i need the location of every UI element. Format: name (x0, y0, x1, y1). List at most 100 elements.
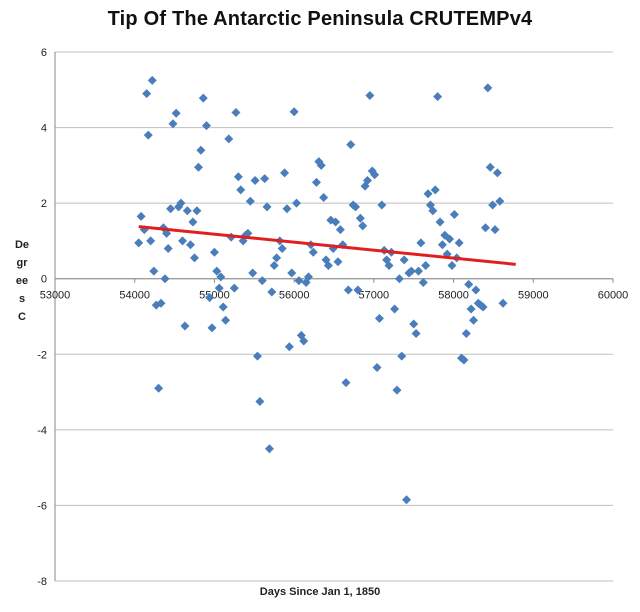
data-point (416, 238, 426, 248)
data-point (370, 170, 380, 180)
data-point (245, 196, 255, 206)
data-point (209, 247, 219, 257)
data-point (162, 228, 172, 238)
data-point (156, 298, 166, 308)
x-tick-label: 57000 (359, 290, 390, 302)
data-point (418, 277, 428, 287)
data-point (498, 298, 508, 308)
data-point (146, 236, 156, 246)
data-point (229, 283, 239, 293)
data-point (236, 185, 246, 195)
x-tick-label: 53000 (40, 290, 71, 302)
data-point (490, 225, 500, 235)
data-point (377, 200, 387, 210)
data-point (483, 83, 493, 93)
data-point (435, 217, 445, 227)
data-point (353, 285, 363, 295)
data-point (143, 130, 153, 140)
data-point (264, 444, 274, 454)
data-point (492, 168, 502, 178)
data-point (212, 266, 222, 276)
data-point (495, 196, 505, 206)
data-point (193, 162, 203, 172)
data-point (428, 206, 438, 216)
data-point (449, 209, 459, 219)
data-point (447, 260, 457, 270)
data-point (192, 206, 202, 216)
data-point (392, 385, 402, 395)
data-point (277, 243, 287, 253)
data-point (267, 287, 277, 297)
data-point (430, 185, 440, 195)
x-axis-label: Days Since Jan 1, 1850 (259, 586, 381, 598)
x-tick-label: 59000 (518, 290, 549, 302)
data-point (384, 260, 394, 270)
data-point (207, 323, 217, 333)
axes: -8 -6 -4 -2 0 2 4 6 53000 54000 55000 56000 57000 580… (37, 47, 628, 588)
data-point (269, 260, 279, 270)
data-point (218, 302, 228, 312)
y-tick-label: -2 (37, 349, 47, 361)
data-point (231, 107, 241, 117)
data-point (488, 200, 498, 210)
data-point (198, 93, 208, 103)
data-point (214, 283, 224, 293)
x-tick-label: 54000 (119, 290, 150, 302)
data-point (423, 189, 433, 199)
data-point (287, 268, 297, 278)
data-point (445, 234, 455, 244)
data-point (480, 223, 490, 233)
data-point (284, 342, 294, 352)
data-point (433, 92, 443, 102)
data-point (397, 351, 407, 361)
data-point (289, 107, 299, 117)
data-point (252, 351, 262, 361)
data-point (260, 174, 270, 184)
data-point (331, 217, 341, 227)
data-point (454, 238, 464, 248)
data-point (248, 268, 258, 278)
data-points (134, 75, 508, 505)
y-tick-label: 0 (41, 274, 47, 286)
data-point (362, 175, 372, 185)
x-tick-label: 55000 (199, 290, 230, 302)
y-tick-label: -6 (37, 500, 47, 512)
x-tick-label: 56000 (279, 290, 310, 302)
y-axis-label: Degrees C (14, 239, 30, 323)
data-point (421, 260, 431, 270)
data-point (272, 253, 282, 263)
data-point (355, 213, 365, 223)
data-point (134, 238, 144, 248)
data-point (402, 495, 412, 505)
x-tick-label: 58000 (438, 290, 469, 302)
data-point (178, 236, 188, 246)
data-point (216, 272, 226, 282)
data-point (205, 293, 215, 303)
data-point (186, 240, 196, 250)
data-point (319, 192, 329, 202)
data-point (308, 247, 318, 257)
data-point (358, 221, 368, 231)
data-point (464, 279, 474, 289)
data-point (343, 285, 353, 295)
x-tick-label: 60000 (598, 290, 629, 302)
plot-area (55, 52, 613, 581)
data-point (316, 160, 326, 170)
y-tick-label: -8 (37, 576, 47, 588)
data-point (437, 240, 447, 250)
data-point (406, 266, 416, 276)
data-point (365, 90, 375, 100)
trend-line (138, 225, 516, 266)
y-tick-label: 4 (41, 123, 47, 135)
data-point (341, 378, 351, 388)
data-point (411, 329, 421, 339)
data-point (163, 243, 173, 253)
data-point (201, 121, 211, 131)
data-point (323, 260, 333, 270)
data-point (147, 75, 157, 85)
data-point (282, 204, 292, 214)
data-point (292, 198, 302, 208)
data-point (372, 363, 382, 373)
data-point (180, 321, 190, 331)
